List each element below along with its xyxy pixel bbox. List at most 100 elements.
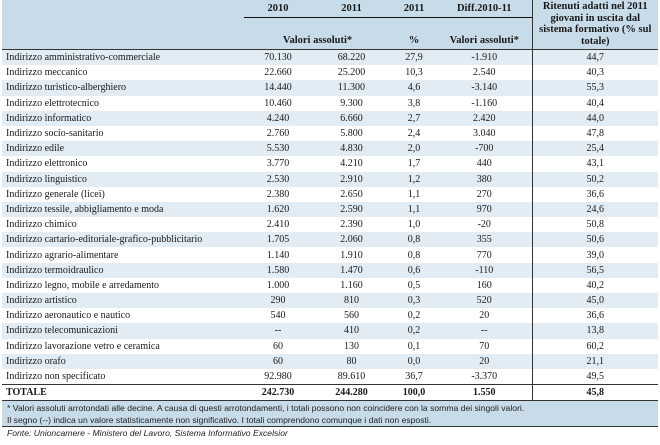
- table-row: Indirizzo elettronico 3.770 4.210 1,7 440 43,…: [2, 156, 658, 172]
- ritenuti-pct: 45,0: [532, 293, 658, 309]
- value-2011: 130: [312, 338, 391, 354]
- table-row: Indirizzo aeronautico e nautico 540 560 0,2…: [2, 308, 658, 324]
- row-label: Indirizzo elettronico: [2, 156, 244, 172]
- value-2011: 25.200: [312, 65, 391, 81]
- row-label: Indirizzo legno, mobile e arredamento: [2, 277, 244, 293]
- diff-2010-11: -3.140: [437, 80, 533, 96]
- row-label: Indirizzo lavorazione vetro e ceramica: [2, 338, 244, 354]
- pct-2011: 0,8: [391, 232, 437, 248]
- total-row: TOTALE 242.730 244.280 100,0 1.550 45,8: [2, 384, 658, 402]
- total-pct-2011: 100,0: [391, 384, 437, 402]
- diff-2010-11: 520: [437, 293, 533, 309]
- pct-2011: 3,8: [391, 95, 437, 111]
- value-2011: 9.300: [312, 95, 391, 111]
- table-row: Indirizzo edile 5.530 4.830 2,0 -700 25,4: [2, 141, 658, 157]
- row-label: Indirizzo orafo: [2, 353, 244, 369]
- value-2010: 1.580: [244, 262, 312, 278]
- table-row: Indirizzo generale (licei) 2.380 2.650 1,1 2…: [2, 186, 658, 202]
- value-2011: 2.650: [312, 186, 391, 202]
- pct-2011: 4,6: [391, 80, 437, 96]
- row-label: Indirizzo linguistico: [2, 171, 244, 187]
- row-label: Indirizzo termoidraulico: [2, 262, 244, 278]
- pct-2011: 2,4: [391, 125, 437, 142]
- row-label: Indirizzo elettrotecnico: [2, 95, 244, 111]
- value-2011: 5.800: [312, 125, 391, 142]
- note-rounding: * Valori assoluti arrotondati alle decin…: [7, 403, 525, 414]
- diff-2010-11: 20: [437, 353, 533, 369]
- table-row: Indirizzo informatico 4.240 6.660 2,7 2.420 4…: [2, 110, 658, 126]
- value-2011: 1.160: [312, 277, 391, 293]
- header-blank-2: [2, 17, 244, 50]
- value-2010: 540: [244, 308, 312, 324]
- row-label: Indirizzo tessile, abbigliamento e moda: [2, 201, 244, 218]
- header-valori-assoluti: Valori assoluti*: [244, 17, 391, 50]
- value-2010: 1.620: [244, 201, 312, 218]
- row-label: Indirizzo artistico: [2, 293, 244, 309]
- value-2010: 1.705: [244, 232, 312, 248]
- value-2011: 4.210: [312, 156, 391, 172]
- header-pct: %: [391, 17, 437, 50]
- pct-2011: 1,0: [391, 217, 437, 233]
- diff-2010-11: -1.910: [437, 49, 533, 66]
- value-2011: 11.300: [312, 80, 391, 96]
- ritenuti-pct: 40,3: [532, 65, 658, 81]
- value-2011: 410: [312, 323, 391, 339]
- ritenuti-pct: 13,8: [532, 323, 658, 339]
- value-2011: 68.220: [312, 49, 391, 66]
- total-row-label: TOTALE: [2, 384, 244, 402]
- diff-2010-11: 770: [437, 247, 533, 263]
- value-2010: --: [244, 323, 312, 339]
- diff-2010-11: 440: [437, 156, 533, 172]
- row-label: Indirizzo agrario-alimentare: [2, 247, 244, 263]
- value-2011: 2.060: [312, 232, 391, 248]
- value-2011: 1.470: [312, 262, 391, 278]
- pct-2011: 0,0: [391, 353, 437, 369]
- value-2010: 1.000: [244, 277, 312, 293]
- header-ritenuti: Ritenuti adatti nel 2011 giovani in usci…: [532, 0, 658, 50]
- ritenuti-pct: 60,2: [532, 338, 658, 354]
- value-2011: 80: [312, 353, 391, 369]
- table-row: Indirizzo termoidraulico 1.580 1.470 0,6 -11…: [2, 262, 658, 278]
- pct-2011: 0,3: [391, 293, 437, 309]
- table-row: Indirizzo lavorazione vetro e ceramica 60…: [2, 338, 658, 354]
- value-2011: 89.610: [312, 368, 391, 385]
- value-2011: 2.910: [312, 171, 391, 187]
- diff-2010-11: -1.160: [437, 95, 533, 111]
- pct-2011: 1,1: [391, 186, 437, 202]
- header-year-2011: 2011: [312, 0, 391, 18]
- value-2010: 2.530: [244, 171, 312, 187]
- ritenuti-pct: 43,1: [532, 156, 658, 172]
- pct-2011: 0,8: [391, 247, 437, 263]
- value-2010: 60: [244, 353, 312, 369]
- value-2011: 2.390: [312, 217, 391, 233]
- table-row: Indirizzo non specificato 92.980 89.610 36,…: [2, 368, 658, 385]
- header-year-2010: 2010: [244, 0, 312, 18]
- table-row: Indirizzo artistico 290 810 0,3 520 45,0: [2, 293, 658, 309]
- table-notes: * Valori assoluti arrotondati alle decin…: [2, 401, 658, 426]
- total-value-2011: 244.280: [312, 384, 391, 402]
- value-2010: 70.130: [244, 49, 312, 66]
- diff-2010-11: 2.540: [437, 65, 533, 81]
- ritenuti-pct: 44,7: [532, 49, 658, 66]
- source-line: Fonte: Unioncamere - Ministero del Lavor…: [2, 425, 658, 439]
- value-2011: 2.590: [312, 201, 391, 218]
- diff-2010-11: -110: [437, 262, 533, 278]
- diff-2010-11: 970: [437, 201, 533, 218]
- diff-2010-11: -3.370: [437, 368, 533, 385]
- value-2010: 3.770: [244, 156, 312, 172]
- ritenuti-pct: 55,3: [532, 80, 658, 96]
- header-diff: Diff.2010-11: [437, 0, 533, 18]
- value-2011: 6.660: [312, 110, 391, 126]
- ritenuti-pct: 25,4: [532, 141, 658, 157]
- pct-2011: 10,3: [391, 65, 437, 81]
- diff-2010-11: 3.040: [437, 125, 533, 142]
- value-2010: 5.530: [244, 141, 312, 157]
- value-2010: 4.240: [244, 110, 312, 126]
- diff-2010-11: 380: [437, 171, 533, 187]
- ritenuti-pct: 47,8: [532, 125, 658, 142]
- row-label: Indirizzo socio-sanitario: [2, 125, 244, 142]
- row-label: Indirizzo amministrativo-commerciale: [2, 49, 244, 66]
- pct-2011: 27,9: [391, 49, 437, 66]
- total-diff-2010-11: 1.550: [437, 384, 533, 402]
- diff-2010-11: -700: [437, 141, 533, 157]
